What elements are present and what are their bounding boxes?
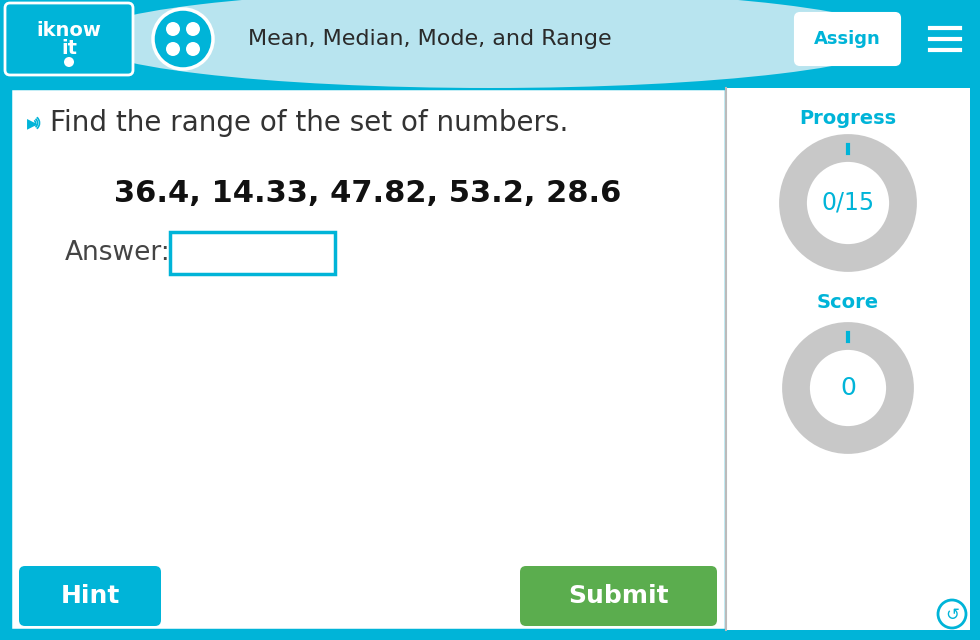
Text: Answer:: Answer:	[65, 240, 171, 266]
Circle shape	[166, 22, 180, 36]
Circle shape	[186, 22, 200, 36]
FancyBboxPatch shape	[170, 232, 335, 274]
FancyBboxPatch shape	[5, 3, 133, 75]
FancyBboxPatch shape	[19, 566, 161, 626]
Ellipse shape	[80, 0, 900, 88]
Circle shape	[186, 42, 200, 56]
FancyBboxPatch shape	[520, 566, 717, 626]
Text: Hint: Hint	[61, 584, 120, 608]
Circle shape	[166, 42, 180, 56]
Text: Score: Score	[817, 294, 879, 312]
Text: it: it	[61, 40, 77, 58]
Text: Assign: Assign	[814, 30, 881, 48]
FancyBboxPatch shape	[10, 88, 726, 630]
Text: iknow: iknow	[36, 22, 102, 40]
Text: Find the range of the set of numbers.: Find the range of the set of numbers.	[50, 109, 568, 137]
Text: 0: 0	[840, 376, 856, 400]
FancyBboxPatch shape	[0, 0, 980, 78]
FancyBboxPatch shape	[795, 13, 900, 65]
FancyBboxPatch shape	[726, 88, 970, 630]
Text: ↺: ↺	[945, 606, 959, 624]
Text: Submit: Submit	[568, 584, 668, 608]
Text: 0/15: 0/15	[821, 191, 874, 215]
Text: 36.4, 14.33, 47.82, 53.2, 28.6: 36.4, 14.33, 47.82, 53.2, 28.6	[115, 179, 621, 207]
Text: Progress: Progress	[800, 109, 897, 127]
Circle shape	[153, 9, 213, 69]
Circle shape	[64, 57, 74, 67]
Text: ▶: ▶	[26, 116, 37, 130]
Circle shape	[938, 600, 966, 628]
Text: Mean, Median, Mode, and Range: Mean, Median, Mode, and Range	[248, 29, 612, 49]
